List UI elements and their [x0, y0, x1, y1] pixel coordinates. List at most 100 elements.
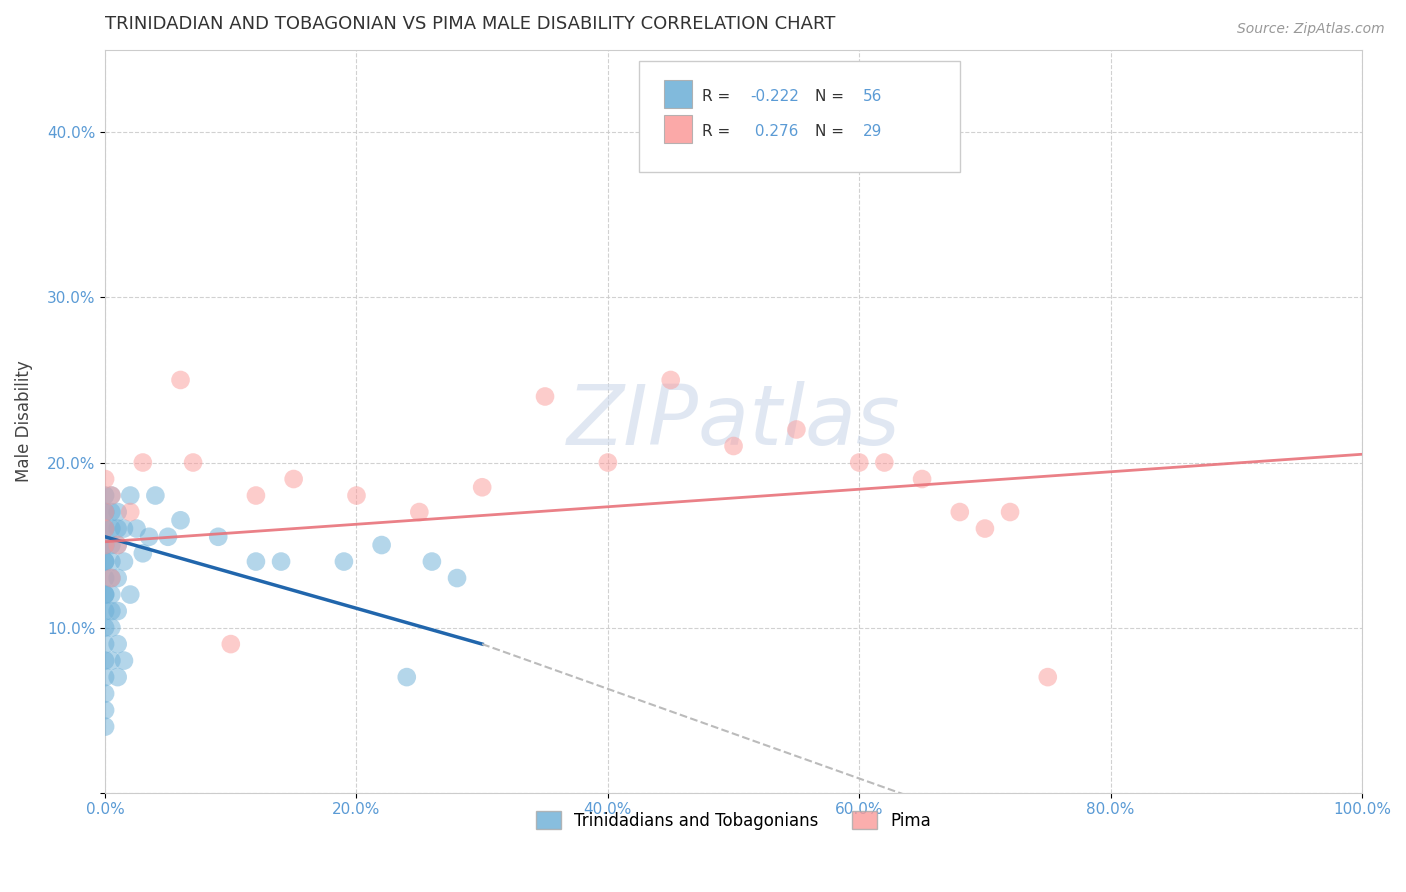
Text: N =: N =	[815, 89, 849, 104]
Point	[94, 637, 117, 651]
Point	[100, 489, 122, 503]
Bar	[665, 79, 692, 108]
Point	[219, 637, 242, 651]
Point	[283, 472, 305, 486]
FancyBboxPatch shape	[640, 61, 960, 172]
Point	[169, 513, 191, 527]
Point	[94, 571, 117, 585]
Point	[723, 439, 745, 453]
Point	[94, 604, 117, 618]
Point	[107, 522, 129, 536]
Point	[112, 555, 135, 569]
Point	[94, 505, 117, 519]
Point	[94, 505, 117, 519]
Point	[370, 538, 392, 552]
Point	[408, 505, 430, 519]
Point	[100, 588, 122, 602]
Point	[125, 522, 148, 536]
Point	[156, 530, 179, 544]
Point	[138, 530, 160, 544]
Point	[534, 389, 557, 403]
Text: 56: 56	[863, 89, 883, 104]
Text: R =: R =	[702, 89, 735, 104]
Point	[100, 654, 122, 668]
Point	[94, 538, 117, 552]
Point	[107, 538, 129, 552]
Text: Source: ZipAtlas.com: Source: ZipAtlas.com	[1237, 22, 1385, 37]
Point	[420, 555, 443, 569]
Point	[245, 489, 267, 503]
Point	[94, 654, 117, 668]
Point	[94, 670, 117, 684]
Point	[112, 654, 135, 668]
Point	[659, 373, 682, 387]
Point	[100, 489, 122, 503]
Text: ZIPatlas: ZIPatlas	[567, 381, 900, 462]
Point	[107, 637, 129, 651]
Point	[120, 505, 142, 519]
Point	[94, 703, 117, 717]
Text: TRINIDADIAN AND TOBAGONIAN VS PIMA MALE DISABILITY CORRELATION CHART: TRINIDADIAN AND TOBAGONIAN VS PIMA MALE …	[105, 15, 835, 33]
Point	[94, 588, 117, 602]
Point	[181, 456, 204, 470]
Point	[94, 720, 117, 734]
Point	[207, 530, 229, 544]
Point	[100, 571, 122, 585]
Point	[145, 489, 167, 503]
Text: 0.276: 0.276	[749, 124, 799, 139]
Point	[94, 588, 117, 602]
Point	[94, 489, 117, 503]
Point	[471, 480, 494, 494]
Point	[112, 522, 135, 536]
Point	[100, 522, 122, 536]
Point	[100, 604, 122, 618]
Point	[107, 604, 129, 618]
Point	[848, 456, 870, 470]
Text: -0.222: -0.222	[749, 89, 799, 104]
Point	[94, 687, 117, 701]
Point	[94, 538, 117, 552]
Point	[395, 670, 418, 684]
Point	[94, 472, 117, 486]
Point	[270, 555, 292, 569]
Point	[120, 588, 142, 602]
Point	[94, 505, 117, 519]
Point	[94, 522, 117, 536]
Point	[100, 621, 122, 635]
Y-axis label: Male Disability: Male Disability	[15, 360, 32, 482]
Point	[245, 555, 267, 569]
Point	[596, 456, 619, 470]
Point	[785, 422, 807, 436]
Point	[107, 670, 129, 684]
Point	[100, 571, 122, 585]
Bar	[665, 114, 692, 143]
Point	[120, 489, 142, 503]
Point	[911, 472, 934, 486]
Point	[94, 555, 117, 569]
Point	[949, 505, 972, 519]
Point	[974, 522, 997, 536]
Legend: Trinidadians and Tobagonians, Pima: Trinidadians and Tobagonians, Pima	[529, 805, 938, 837]
Point	[94, 522, 117, 536]
Point	[998, 505, 1021, 519]
Point	[94, 522, 117, 536]
Point	[94, 555, 117, 569]
Point	[333, 555, 356, 569]
Point	[100, 555, 122, 569]
Point	[107, 571, 129, 585]
Point	[107, 538, 129, 552]
Point	[94, 621, 117, 635]
Point	[132, 456, 155, 470]
Point	[100, 538, 122, 552]
Point	[94, 538, 117, 552]
Text: 29: 29	[863, 124, 883, 139]
Point	[346, 489, 368, 503]
Text: N =: N =	[815, 124, 849, 139]
Point	[107, 505, 129, 519]
Point	[1036, 670, 1059, 684]
Point	[169, 373, 191, 387]
Point	[100, 505, 122, 519]
Point	[132, 546, 155, 560]
Point	[873, 456, 896, 470]
Point	[446, 571, 468, 585]
